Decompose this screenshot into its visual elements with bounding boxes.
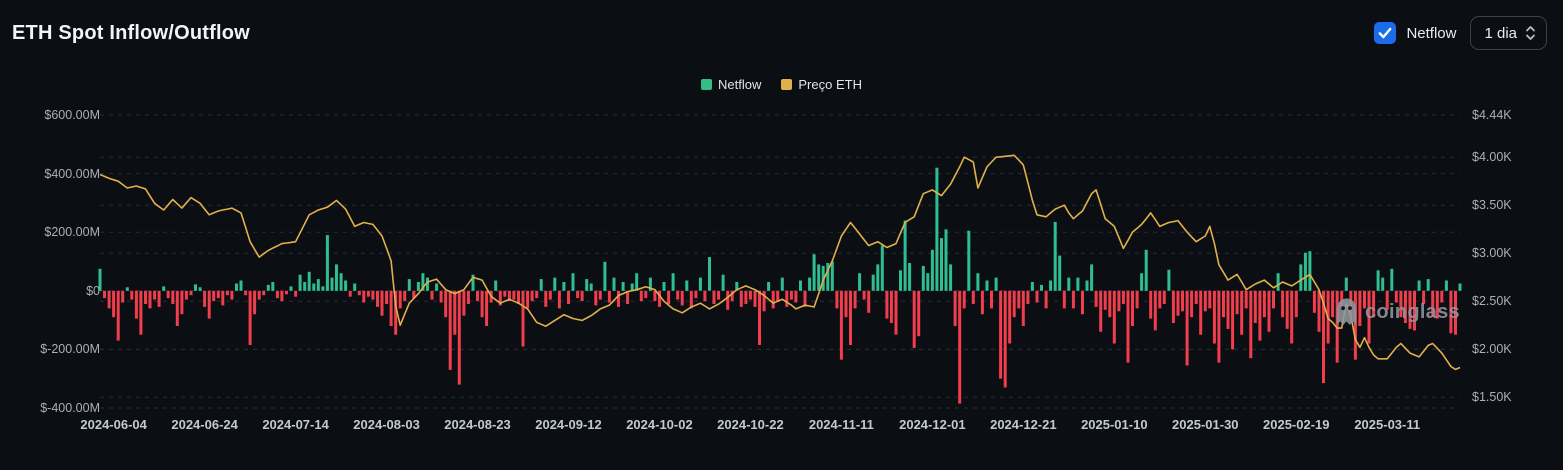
header-controls: Netflow 1 dia — [1374, 16, 1547, 50]
y-left-tick-label: $0 — [86, 283, 100, 298]
x-tick-label: 2024-08-03 — [353, 417, 420, 432]
legend-label-netflow: Netflow — [718, 77, 762, 92]
checkmark-icon — [1379, 27, 1392, 39]
chart-plot-area[interactable] — [0, 108, 1563, 430]
y-right-tick-label: $2.00K — [1472, 342, 1512, 357]
y-left-tick-label: $600.00M — [44, 108, 100, 122]
page-title: ETH Spot Inflow/Outflow — [12, 22, 250, 44]
y-left-tick-label: $-200.00M — [40, 342, 100, 357]
y-right-tick-label: $2.50K — [1472, 294, 1512, 309]
y-left-tick-label: $-400.00M — [40, 401, 100, 415]
legend-label-preco-eth: Preço ETH — [798, 77, 862, 92]
y-right-tick-label: $4.44K — [1472, 108, 1512, 122]
y-right-tick-label: $4.00K — [1472, 150, 1512, 165]
header: ETH Spot Inflow/Outflow Netflow 1 dia — [0, 0, 1563, 62]
netflow-toggle[interactable]: Netflow — [1374, 22, 1456, 44]
legend-swatch-netflow — [701, 79, 713, 90]
interval-select-value: 1 dia — [1484, 24, 1517, 42]
x-tick-label: 2025-01-30 — [1172, 417, 1239, 432]
x-tick-label: 2024-07-14 — [262, 417, 329, 432]
y-right-tick-label: $1.50K — [1472, 390, 1512, 405]
netflow-bars — [98, 167, 1462, 404]
y-right-tick-label: $3.00K — [1472, 246, 1512, 261]
gridlines — [100, 114, 1460, 409]
x-tick-label: 2024-12-21 — [990, 417, 1057, 432]
legend-swatch-preco-eth — [781, 79, 793, 90]
y-left-tick-label: $200.00M — [44, 225, 100, 240]
price-line — [99, 154, 1461, 371]
x-tick-label: 2024-08-23 — [444, 417, 511, 432]
legend-item-netflow[interactable]: Netflow — [701, 77, 761, 92]
x-tick-label: 2024-12-01 — [899, 417, 966, 432]
x-tick-label: 2024-11-11 — [808, 417, 874, 432]
chart-legend: Netflow Preço ETH — [0, 77, 1563, 92]
select-updown-icon — [1526, 26, 1535, 40]
x-tick-label: 2024-10-22 — [717, 417, 784, 432]
x-tick-label: 2025-03-11 — [1354, 417, 1421, 432]
x-tick-label: 2024-09-12 — [535, 417, 602, 432]
x-tick-label: 2024-06-24 — [171, 417, 238, 432]
x-tick-label: 2025-01-10 — [1081, 417, 1148, 432]
netflow-checkbox[interactable] — [1374, 22, 1397, 44]
y-right-tick-label: $3.50K — [1472, 198, 1512, 213]
x-tick-label: 2024-06-04 — [80, 417, 147, 432]
x-tick-label: 2025-02-19 — [1263, 417, 1330, 432]
netflow-checkbox-label: Netflow — [1406, 24, 1457, 42]
interval-select[interactable]: 1 dia — [1470, 16, 1547, 50]
legend-item-preco-eth[interactable]: Preço ETH — [781, 77, 862, 92]
y-left-tick-label: $400.00M — [44, 166, 100, 181]
x-tick-label: 2024-10-02 — [626, 417, 693, 432]
